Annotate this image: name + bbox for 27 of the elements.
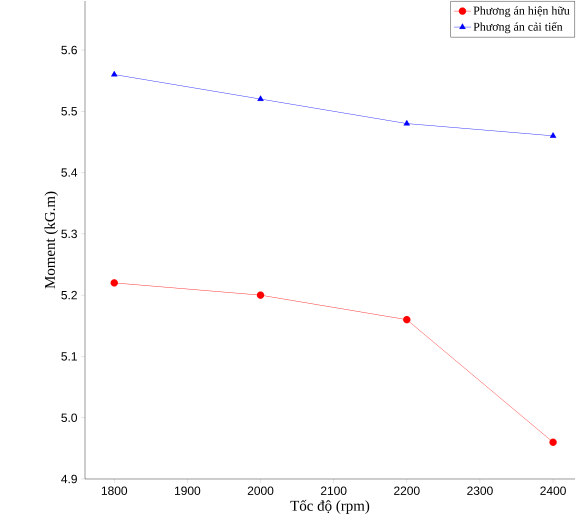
y-axis-title: Moment (kG.m) xyxy=(44,192,58,289)
y-tick-label: 5.1 xyxy=(61,352,77,361)
legend-label: Phương án cải tiến xyxy=(474,22,562,34)
x-tick-label: 2200 xyxy=(394,486,420,495)
y-tick-label: 5.2 xyxy=(61,290,77,300)
y-tick-label: 5.3 xyxy=(61,230,77,238)
y-tick-label: 5.4 xyxy=(61,168,78,177)
legend-label: Phương án hiện hữu xyxy=(474,6,570,18)
y-tick-label: 5.0 xyxy=(61,413,78,422)
y-tick-label: 5.5 xyxy=(61,107,77,116)
x-tick-label: 2300 xyxy=(467,486,493,495)
point xyxy=(404,120,410,126)
point xyxy=(256,291,264,299)
y-tick-label: 5.6 xyxy=(61,46,77,54)
x-tick-label: 1800 xyxy=(102,486,128,495)
y-tick-label: 4.9 xyxy=(61,474,77,484)
point xyxy=(549,438,557,446)
x-tick-label: 2000 xyxy=(248,486,274,495)
x-tick-label: 2100 xyxy=(320,486,346,495)
point xyxy=(257,95,264,101)
x-tick-label: 1900 xyxy=(174,486,200,495)
point xyxy=(403,316,410,324)
point xyxy=(111,70,118,76)
point xyxy=(550,132,556,138)
x-tick-label: 2400 xyxy=(540,486,566,495)
point xyxy=(110,279,118,287)
x-axis-title: Tốc độ (rpm) xyxy=(290,500,370,514)
